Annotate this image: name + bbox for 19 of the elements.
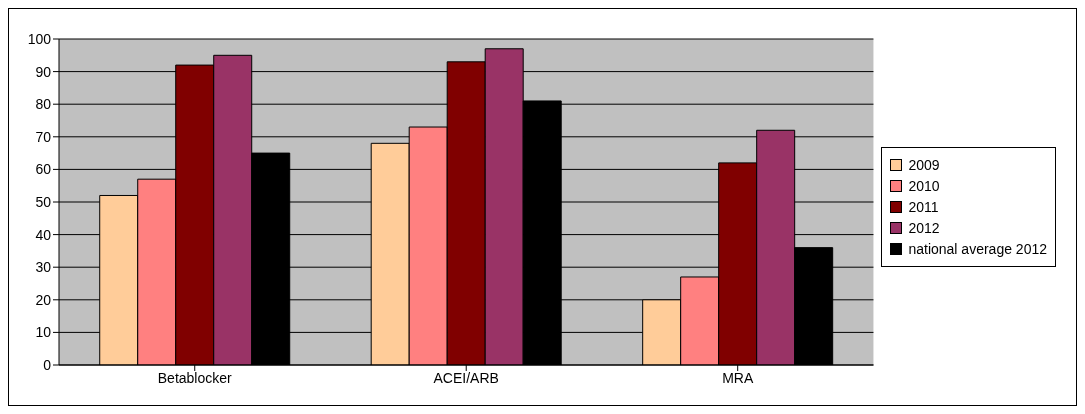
y-tick-label: 50: [35, 193, 52, 210]
x-tick-label: MRA: [722, 369, 754, 386]
y-tick-label: 0: [43, 356, 52, 373]
legend-label: national average 2012: [908, 241, 1047, 257]
legend-label: 2011: [908, 199, 939, 215]
y-tick-label: 30: [35, 259, 52, 276]
y-tick-label: 70: [35, 128, 52, 145]
y-tick-label: 100: [27, 30, 52, 47]
legend-label: 2012: [908, 220, 940, 236]
legend-label: 2010: [908, 178, 940, 194]
y-tick-label: 10: [35, 324, 52, 341]
x-tick-label: Betablocker: [157, 369, 233, 386]
y-tick-label: 40: [35, 226, 52, 243]
y-tick-label: 90: [35, 63, 52, 80]
x-tick-label: ACEI/ARB: [433, 369, 499, 386]
y-tick-label: 60: [35, 161, 52, 178]
y-tick-label: 20: [35, 291, 52, 308]
y-tick-label: 80: [35, 96, 52, 113]
legend-label: 2009: [908, 157, 940, 173]
